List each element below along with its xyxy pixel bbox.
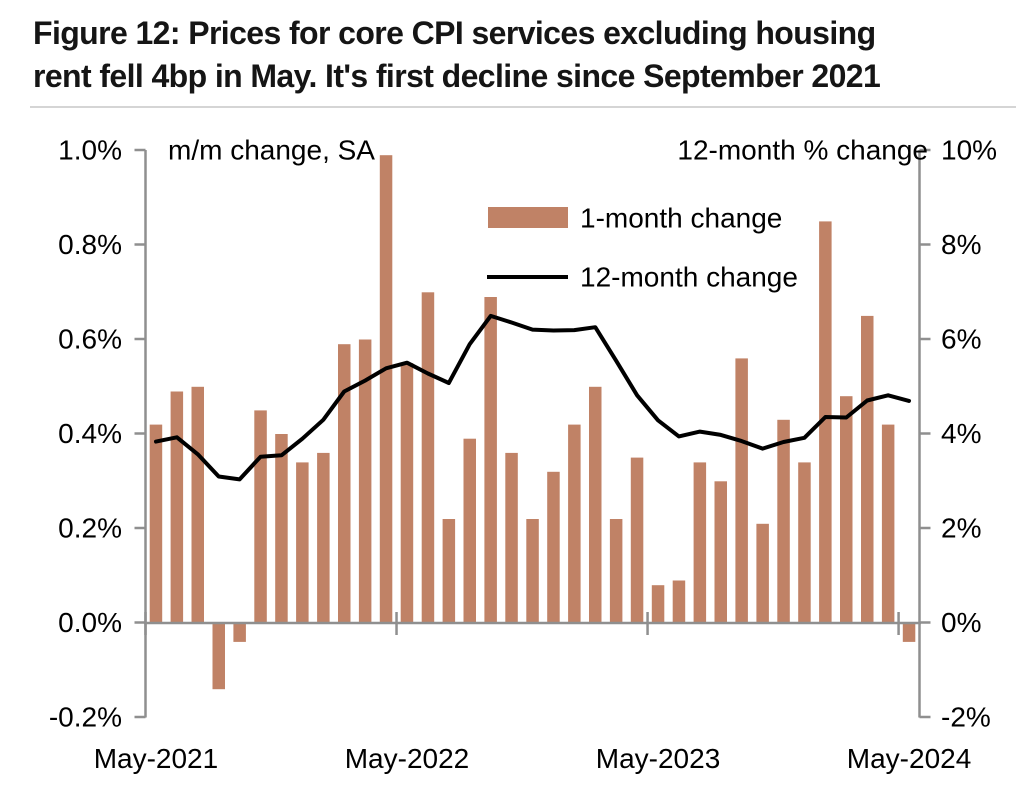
- bar-May-2021: [149, 424, 163, 623]
- bar-Oct-2023: [756, 523, 769, 623]
- left-axis-header: m/m change, SA: [168, 135, 375, 166]
- bar-Apr-2023: [630, 457, 644, 623]
- twelve-month-change-line: [154, 313, 911, 482]
- bar-May-2023: [651, 585, 665, 623]
- bar-Dec-2023: [798, 462, 811, 624]
- bar-Jun-2021: [170, 391, 184, 623]
- bar-Apr-2022: [379, 155, 393, 623]
- left-tick-label: 0.6%: [58, 324, 122, 355]
- title-divider: [30, 106, 1016, 108]
- left-tick-label: 0.2%: [58, 513, 122, 544]
- right-tick-label: 6%: [941, 324, 981, 355]
- bar-Aug-2022: [463, 438, 476, 623]
- axis-ticks: 1.0% 0.8% 0.6% 0.4% 0.2% 0.0% -0.2% 10% 8% 6% 4% 2%…: [49, 135, 997, 775]
- legend-line-label: 12-month change: [580, 262, 798, 293]
- right-tick-label: -2%: [941, 702, 991, 733]
- x-tick-label: May-2023: [596, 743, 721, 774]
- bar-Sep-2023: [735, 358, 748, 623]
- bar-Feb-2024: [840, 396, 853, 623]
- figure-title-line1: Figure 12: Prices for core CPI services …: [33, 15, 876, 51]
- bar-Dec-2022: [547, 471, 560, 623]
- bar-Jul-2021: [191, 386, 204, 624]
- twelve-month-change-polyline: [154, 313, 911, 482]
- bar-Sep-2021: [233, 623, 246, 642]
- bar-Jun-2023: [672, 580, 686, 623]
- left-tick-label: 1.0%: [58, 135, 122, 166]
- bar-Dec-2021: [296, 462, 309, 624]
- left-tick-label: 0.0%: [58, 607, 122, 638]
- bar-Mar-2024: [861, 315, 874, 623]
- right-axis-header: 12-month % change: [677, 135, 928, 166]
- bar-May-2024: [902, 623, 916, 642]
- bar-Jan-2022: [317, 452, 330, 623]
- bar-Jul-2022: [442, 519, 456, 623]
- figure-title-line2: rent fell 4bp in May. It's first decline…: [33, 58, 881, 94]
- left-tick-label: 0.4%: [58, 418, 122, 449]
- legend-bar-swatch: [488, 207, 568, 228]
- left-tick-label: -0.2%: [49, 702, 122, 733]
- bar-Jan-2024: [819, 221, 832, 623]
- one-month-change-bars: [149, 155, 916, 690]
- left-tick-label: 0.8%: [58, 229, 122, 260]
- bar-Nov-2021: [275, 434, 288, 623]
- bar-Feb-2022: [338, 344, 351, 623]
- right-tick-label: 4%: [941, 418, 981, 449]
- right-tick-label: 10%: [941, 135, 997, 166]
- bar-Nov-2022: [526, 519, 539, 623]
- bar-Sep-2022: [484, 297, 497, 623]
- bar-Feb-2023: [589, 386, 602, 624]
- x-tick-label: May-2022: [345, 743, 470, 774]
- figure-title: Figure 12: Prices for core CPI services …: [33, 12, 1018, 98]
- bar-Mar-2023: [609, 519, 623, 623]
- bar-Jun-2022: [421, 292, 435, 624]
- x-tick-label: May-2024: [847, 743, 972, 774]
- legend: 1-month change 12-month change: [487, 203, 798, 293]
- bar-Oct-2021: [254, 410, 267, 623]
- legend-bar-label: 1-month change: [580, 203, 782, 234]
- bar-Jul-2023: [693, 462, 707, 624]
- bar-Oct-2022: [505, 452, 518, 623]
- bar-May-2022: [400, 363, 414, 623]
- bar-Nov-2023: [777, 419, 790, 623]
- bar-Apr-2024: [881, 424, 895, 623]
- x-tick-label: May-2021: [94, 743, 219, 774]
- right-tick-label: 8%: [941, 229, 981, 260]
- bar-Mar-2022: [358, 339, 372, 623]
- right-tick-label: 0%: [941, 607, 981, 638]
- bar-Aug-2023: [714, 481, 727, 624]
- bar-Aug-2021: [212, 623, 225, 690]
- right-tick-label: 2%: [941, 513, 981, 544]
- bar-Jan-2023: [568, 424, 581, 623]
